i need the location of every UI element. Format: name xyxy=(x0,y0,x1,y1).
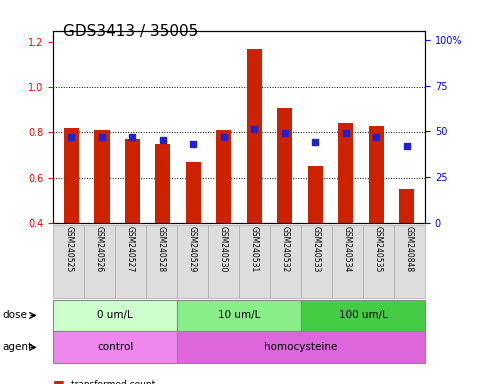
Bar xyxy=(338,123,354,223)
Point xyxy=(98,134,106,140)
Bar xyxy=(369,126,384,223)
Text: control: control xyxy=(97,342,133,353)
Bar xyxy=(155,144,170,223)
Text: GDS3413 / 35005: GDS3413 / 35005 xyxy=(63,24,198,39)
Text: GSM240526: GSM240526 xyxy=(95,226,104,272)
Bar xyxy=(399,189,414,223)
Text: GSM240527: GSM240527 xyxy=(126,226,135,272)
Text: 100 um/L: 100 um/L xyxy=(339,310,387,321)
Text: GSM240534: GSM240534 xyxy=(343,226,352,272)
Point xyxy=(68,134,75,140)
Bar xyxy=(247,49,262,223)
Point xyxy=(220,134,227,140)
Bar xyxy=(308,166,323,223)
Point xyxy=(372,134,380,140)
Text: GSM240848: GSM240848 xyxy=(405,226,414,272)
Text: agent: agent xyxy=(2,342,32,353)
Bar xyxy=(64,128,79,223)
Text: 10 um/L: 10 um/L xyxy=(218,310,260,321)
Point xyxy=(403,143,411,149)
Text: transformed count: transformed count xyxy=(71,380,156,384)
Point xyxy=(159,137,167,144)
Text: GSM240532: GSM240532 xyxy=(281,226,290,272)
Bar xyxy=(277,108,292,223)
Bar xyxy=(125,139,140,223)
Point xyxy=(128,134,136,140)
Point xyxy=(342,130,350,136)
Bar xyxy=(216,130,231,223)
Text: dose: dose xyxy=(2,310,28,321)
Point xyxy=(312,139,319,145)
Point xyxy=(281,130,289,136)
Text: GSM240525: GSM240525 xyxy=(64,226,73,272)
Text: GSM240530: GSM240530 xyxy=(219,226,228,272)
Point xyxy=(189,141,197,147)
Point xyxy=(251,126,258,132)
Text: GSM240531: GSM240531 xyxy=(250,226,259,272)
Text: GSM240529: GSM240529 xyxy=(188,226,197,272)
Text: ■: ■ xyxy=(53,378,65,384)
Bar xyxy=(94,130,110,223)
Text: GSM240535: GSM240535 xyxy=(374,226,383,272)
Text: homocysteine: homocysteine xyxy=(264,342,338,353)
Text: GSM240533: GSM240533 xyxy=(312,226,321,272)
Text: GSM240528: GSM240528 xyxy=(157,226,166,272)
Text: 0 um/L: 0 um/L xyxy=(97,310,133,321)
Bar xyxy=(186,162,201,223)
